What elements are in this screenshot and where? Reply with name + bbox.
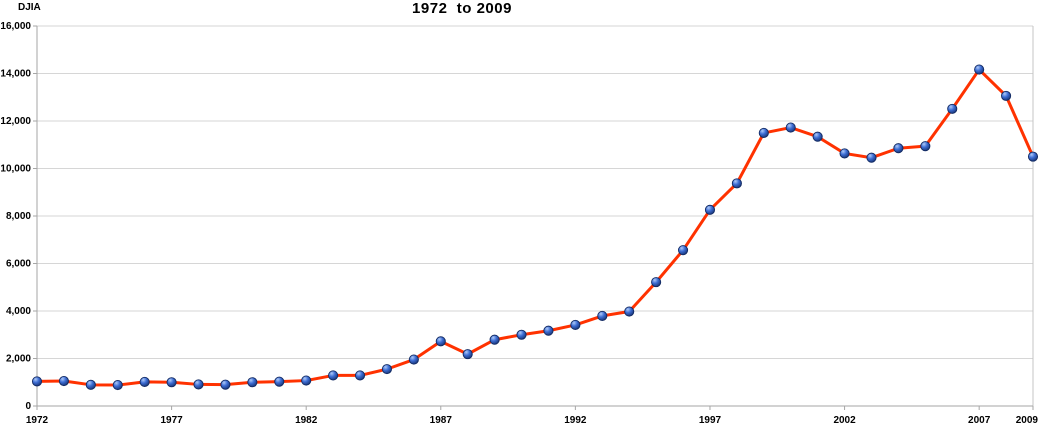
- gridlines: [37, 25, 1033, 359]
- data-point-1973: [58, 375, 69, 387]
- y-tick-label: 16,000: [0, 21, 31, 32]
- y-tick-label: 2,000: [6, 354, 31, 365]
- data-point-1986: [408, 354, 419, 365]
- data-point-1991: [543, 325, 554, 336]
- data-point-2004: [893, 143, 904, 154]
- data-point-2005: [920, 141, 931, 152]
- data-point-1988: [462, 349, 473, 360]
- data-point-1999: [758, 127, 769, 138]
- data-point-1994: [624, 306, 635, 317]
- data-point-2000: [785, 122, 796, 133]
- y-tick-labels: 0 2,000 4,000 6,000 8,000 10,000 12,000 14,000 1…: [0, 21, 37, 412]
- x-tick-label-1972: 1972: [26, 415, 49, 426]
- x-tick-labels: 1972 1977 1982 1987 1992 1997 2002 2007 2009: [26, 406, 1039, 426]
- data-point-2006: [947, 103, 958, 114]
- data-point-2001: [812, 131, 823, 142]
- x-tick-label-2007: 2007: [968, 415, 991, 426]
- x-tick-label-2009: 2009: [1016, 415, 1039, 426]
- djia-series-line: [35, 68, 1035, 387]
- y-axis-title: DJIA: [18, 2, 41, 13]
- data-point-1998: [731, 178, 742, 189]
- chart-title: 1972 to 2009: [412, 0, 512, 17]
- x-tick-label-1987: 1987: [430, 415, 453, 426]
- data-point-1997: [704, 204, 716, 215]
- y-tick-label: 12,000: [0, 116, 31, 127]
- data-point-2007: [974, 64, 985, 75]
- data-point-1984: [354, 370, 366, 381]
- data-point-1976: [139, 376, 150, 387]
- data-point-1990: [516, 329, 527, 340]
- x-tick-label-1977: 1977: [160, 415, 183, 426]
- x-tick-label-1992: 1992: [564, 415, 587, 426]
- data-point-1977: [166, 377, 177, 388]
- x-tick-label-1982: 1982: [295, 415, 318, 426]
- data-point-1985: [381, 364, 392, 375]
- y-tick-label: 8,000: [6, 211, 31, 222]
- data-point-1982: [301, 375, 312, 386]
- y-tick-label: 14,000: [0, 69, 31, 80]
- x-tick-label-1997: 1997: [699, 415, 722, 426]
- data-points: [31, 64, 1039, 391]
- data-point-1996: [678, 245, 689, 256]
- data-point-2003: [866, 152, 877, 163]
- data-point-1972: [31, 376, 43, 387]
- data-point-1992: [570, 319, 581, 330]
- data-point-1993: [597, 310, 608, 321]
- y-tick-label: 10,000: [0, 164, 31, 175]
- data-point-1981: [274, 376, 285, 387]
- data-point-1974: [85, 379, 96, 390]
- data-point-1980: [247, 377, 258, 388]
- data-point-1979: [220, 379, 231, 390]
- y-tick-label: 0: [25, 401, 31, 412]
- data-point-1978: [193, 379, 204, 390]
- x-tick-label-2002: 2002: [833, 415, 856, 426]
- y-tick-label: 6,000: [6, 259, 31, 270]
- data-point-1995: [651, 277, 662, 288]
- data-point-2002: [839, 148, 850, 159]
- data-point-1975: [112, 380, 123, 391]
- data-point-2009: [1027, 151, 1039, 162]
- data-point-1987: [435, 336, 446, 347]
- data-point-1989: [489, 334, 500, 345]
- data-point-1983: [328, 370, 339, 381]
- data-point-2008: [1001, 90, 1012, 101]
- y-tick-label: 4,000: [6, 306, 31, 317]
